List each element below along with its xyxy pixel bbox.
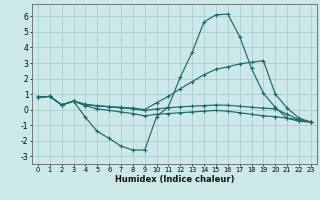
X-axis label: Humidex (Indice chaleur): Humidex (Indice chaleur) [115,175,234,184]
